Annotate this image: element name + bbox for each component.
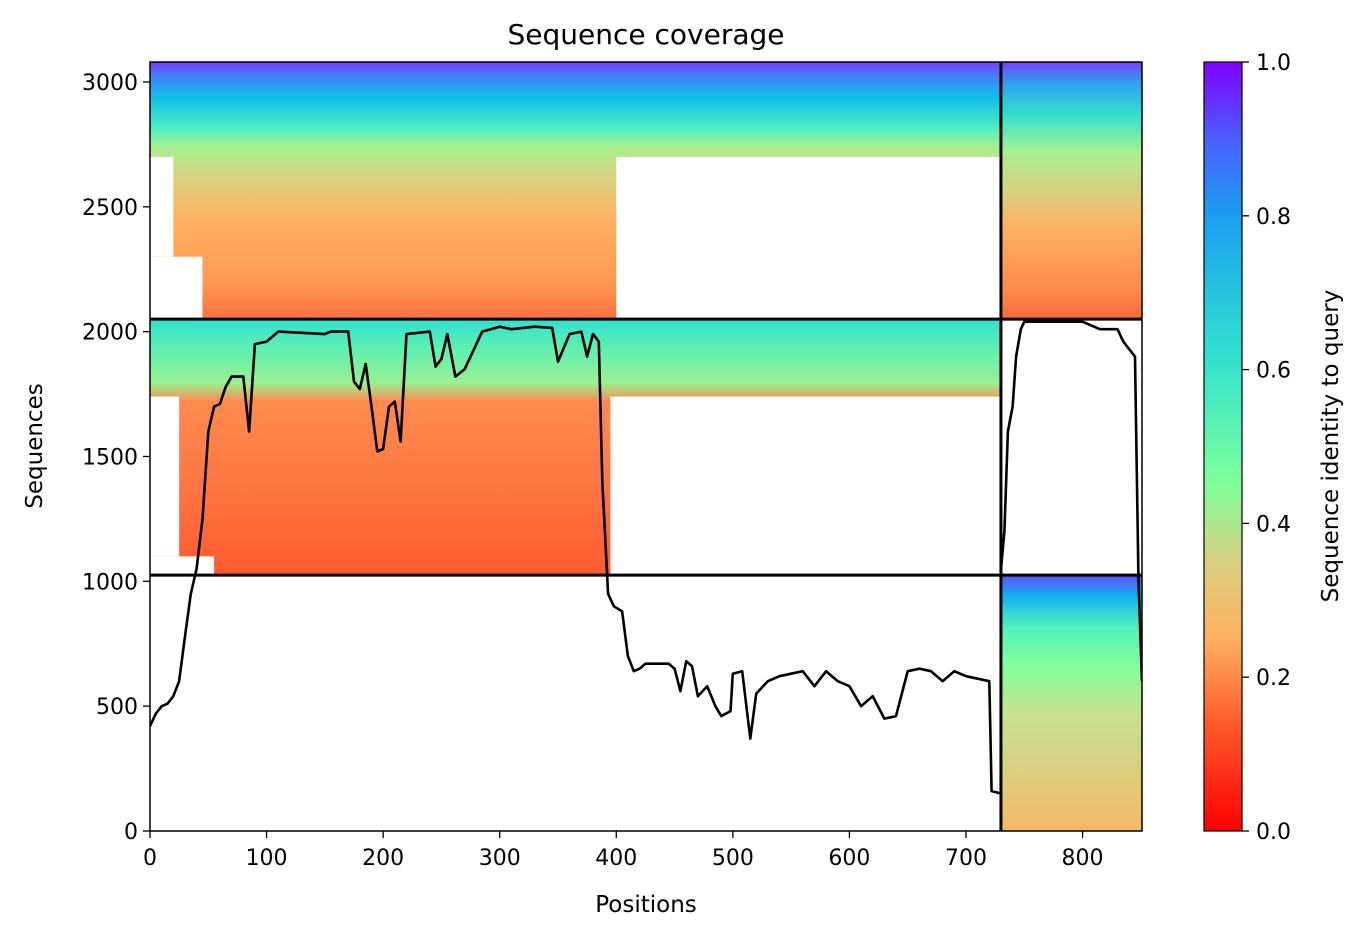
colorbar-tick-label: 1.0	[1256, 51, 1291, 76]
coverage-series-chain-b	[999, 320, 1142, 682]
coverage-line-chain-b	[999, 320, 1142, 682]
uncovered-region	[150, 396, 180, 557]
colorbar-tick-label: 0.6	[1256, 359, 1291, 384]
y-tick-label: 3000	[82, 71, 138, 96]
block-chainB-top	[1000, 62, 1142, 320]
uncovered-region	[150, 156, 174, 257]
colorbar-tick-label: 0.8	[1256, 205, 1291, 230]
y-tick-label: 1000	[82, 570, 138, 595]
y-tick-label: 2000	[82, 321, 138, 346]
y-axis-label: Sequences	[22, 383, 48, 508]
x-axis-ticks: 0 100 200 300 400 500 600 700 800	[143, 831, 1104, 871]
plot-frame	[149, 61, 1143, 832]
coverage-blocks	[150, 62, 1142, 831]
colorbar-label: Sequence identity to query	[1318, 290, 1344, 603]
x-axis-label: Positions	[595, 892, 697, 918]
coverage-line-chain-a	[150, 325, 1002, 795]
uncovered-region	[616, 156, 1001, 320]
block-chainB-bottom	[1000, 575, 1142, 831]
colorbar-ticks: 0.0 0.2 0.4 0.6 0.8 1.0	[1242, 51, 1291, 845]
y-tick-label: 1500	[82, 445, 138, 470]
x-tick-label: 300	[479, 846, 521, 871]
coverage-series-chain-a	[150, 325, 1002, 795]
uncovered-region	[610, 396, 1001, 576]
uncovered-region	[150, 556, 215, 576]
y-tick-label: 2500	[82, 196, 138, 221]
x-tick-label: 500	[712, 846, 754, 871]
x-tick-label: 0	[143, 846, 157, 871]
x-tick-label: 700	[945, 846, 987, 871]
x-tick-label: 600	[828, 846, 870, 871]
block-dividers	[150, 62, 1142, 831]
y-tick-label: 0	[124, 820, 138, 845]
x-tick-label: 800	[1062, 846, 1104, 871]
colorbar	[1203, 61, 1243, 832]
uncovered-region	[150, 256, 203, 320]
chart-title: Sequence coverage	[507, 18, 784, 51]
x-tick-label: 400	[595, 846, 637, 871]
colorbar-tick-label: 0.2	[1256, 666, 1291, 691]
y-tick-label: 500	[96, 695, 138, 720]
x-tick-label: 200	[362, 846, 404, 871]
x-tick-label: 100	[246, 846, 288, 871]
colorbar-tick-label: 0.4	[1256, 512, 1291, 537]
colorbar-tick-label: 0.0	[1256, 820, 1291, 845]
y-axis-ticks: 0 500 1000 1500 2000 2500 3000	[82, 71, 150, 845]
